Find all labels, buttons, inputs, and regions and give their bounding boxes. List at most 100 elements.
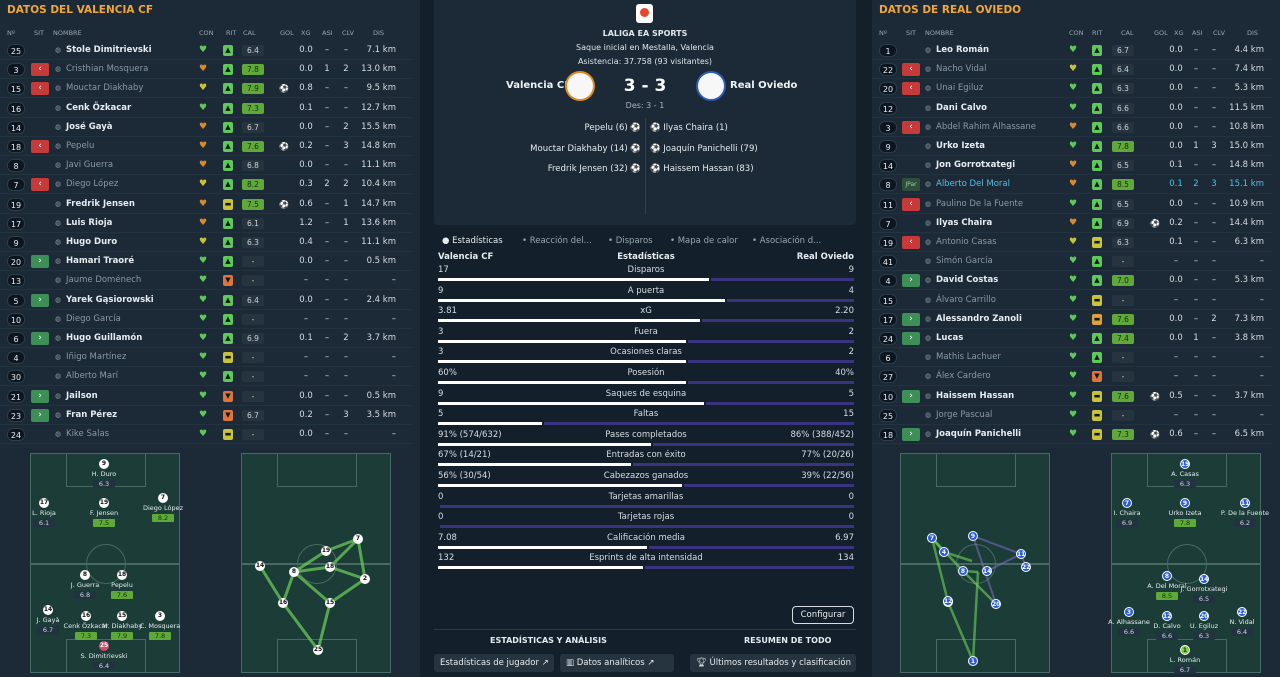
- player-row[interactable]: 21 › ◍ Jailson ♥ ▼ -0.0– –0.5 km: [0, 387, 412, 406]
- player-row[interactable]: 22 ‹ ◍ Nacho Vidal ♥ ▲ 6.4 0.0– –7.4 km: [872, 60, 1272, 80]
- formation-player-dot[interactable]: 19: [1180, 459, 1190, 469]
- formation-player-dot[interactable]: 18: [117, 570, 127, 580]
- player-name[interactable]: Yarek Gąsiorowski: [66, 294, 154, 305]
- player-name[interactable]: Antonio Casas: [936, 237, 997, 247]
- player-row[interactable]: 20 › ◍ Hamari Traoré ♥ ▲ -0.0– –0.5 km: [0, 252, 412, 272]
- formation-player-dot[interactable]: 1: [1180, 645, 1190, 655]
- column-header[interactable]: DIS: [1247, 29, 1259, 37]
- player-row[interactable]: 15 ◍ Álvaro Carrillo ♥ ▬ - – – – –: [872, 291, 1272, 310]
- formation-player-dot[interactable]: 19: [99, 498, 109, 508]
- player-name[interactable]: Jaume Doménech: [66, 275, 142, 286]
- player-row[interactable]: 6 › ◍ Hugo Guillamón ♥ ▲ 6.9 0.1 – 2 3.7 km: [0, 329, 412, 348]
- player-name[interactable]: Cenk Özkacar: [66, 102, 132, 113]
- formation-player-dot[interactable]: 8: [80, 570, 90, 580]
- stats-tab[interactable]: • Disparos: [608, 236, 653, 246]
- player-name[interactable]: Hugo Duro: [66, 237, 118, 247]
- player-row[interactable]: 18 › ◍ Joaquín Panichelli ♥ ▬ 7.3 ⚽ 0.6– –6.5 km: [872, 425, 1272, 444]
- player-row[interactable]: 18 ‹ ◍ Pepelu ♥ ▲ 7.6 ⚽ 0.2 – 3 14.8 km: [0, 137, 412, 156]
- formation-player-dot[interactable]: 14: [43, 605, 53, 615]
- formation-player-dot[interactable]: 7: [1122, 498, 1132, 508]
- column-header[interactable]: RIT: [226, 29, 237, 37]
- player-name[interactable]: Leo Román: [936, 45, 990, 55]
- player-row[interactable]: 16 ◍ Cenk Özkacar ♥ ▲ 7.3 0.1– –12.7 km: [0, 99, 412, 118]
- player-name[interactable]: Stole Dimitrievski: [66, 45, 152, 55]
- formation-player-dot[interactable]: 9: [1180, 498, 1190, 508]
- player-row[interactable]: 23 › ◍ Fran Pérez ♥ ▼ 6.7 0.2– 3 3.5 km: [0, 406, 412, 425]
- formation-player-dot[interactable]: 9: [99, 459, 109, 469]
- player-name[interactable]: Fran Pérez: [66, 409, 118, 420]
- column-header[interactable]: XG: [1174, 29, 1184, 37]
- player-name[interactable]: Pepelu: [66, 141, 95, 151]
- player-name[interactable]: Jorge Pascual: [936, 409, 993, 420]
- formation-player-dot[interactable]: 3: [155, 611, 165, 621]
- player-name[interactable]: Alberto Del Moral: [936, 179, 1010, 190]
- player-row[interactable]: 41 ◍ Simón García ♥ ▲ - – – – –: [872, 252, 1272, 272]
- player-name[interactable]: Álvaro Carrillo: [936, 294, 996, 305]
- column-header[interactable]: CAL: [1121, 29, 1134, 37]
- player-row[interactable]: 19 ◍ Fredrik Jensen ♥ ▬ 7.5 ⚽ 0.6– 1 14.7 km: [0, 195, 412, 214]
- player-name[interactable]: Lucas: [936, 333, 964, 343]
- player-name[interactable]: Dani Calvo: [936, 102, 987, 113]
- player-row[interactable]: 25 ◍ Jorge Pascual ♥ ▬ - – – – –: [872, 406, 1272, 425]
- player-name[interactable]: Mouctar Diakhaby: [66, 83, 144, 94]
- player-name[interactable]: Urko Izeta: [936, 141, 985, 151]
- column-header[interactable]: CLV: [342, 29, 354, 37]
- player-row[interactable]: 24 ◍ Kike Salas ♥ ▬ - 0.0 – – –: [0, 425, 412, 444]
- formation-player-dot[interactable]: 3: [1124, 607, 1134, 617]
- player-name[interactable]: Hugo Guillamón: [66, 333, 143, 343]
- player-name[interactable]: Jon Gorrotxategi: [936, 160, 1016, 171]
- player-row[interactable]: 15 ‹ ◍ Mouctar Diakhaby ♥ ▲ 7.9 ⚽ 0.8– –9.5 km: [0, 79, 412, 99]
- player-row[interactable]: 10 ◍ Diego García ♥ ▲ - – – – –: [0, 310, 412, 329]
- player-name[interactable]: Unai Egiluz: [936, 83, 984, 94]
- player-name[interactable]: Álex Cardero: [936, 371, 991, 382]
- player-name[interactable]: Iñigo Martínez: [66, 352, 127, 363]
- column-header[interactable]: DIS: [373, 29, 385, 37]
- player-name[interactable]: David Costas: [936, 275, 999, 286]
- away-team-crest-icon[interactable]: [696, 71, 726, 101]
- results-button[interactable]: 🏆︎ Últimos resultados y clasificación: [690, 654, 856, 672]
- column-header[interactable]: CAL: [243, 29, 256, 37]
- player-row[interactable]: 14 ◍ José Gayà ♥ ▲ 6.7 0.0– 2 15.5 km: [0, 118, 412, 137]
- player-row[interactable]: 25 ◍ Stole Dimitrievski ♥ ▲ 6.4 0.0 – – 7.1 km: [0, 41, 412, 60]
- configure-button[interactable]: Configurar: [792, 606, 854, 624]
- player-name[interactable]: José Gayà: [66, 121, 113, 132]
- player-name[interactable]: Jailson: [66, 390, 98, 401]
- player-row[interactable]: 11 ‹ ◍ Paulino De la Fuente ♥ ▲ 6.5 0.0– –10.9 k…: [872, 195, 1272, 214]
- column-header[interactable]: SIT: [906, 29, 917, 37]
- player-name[interactable]: Fredrik Jensen: [66, 198, 135, 209]
- column-header[interactable]: RIT: [1092, 29, 1103, 37]
- player-row[interactable]: 8 ◍ Javi Guerra ♥ ▲ 6.8 0.0– –11.1 km: [0, 156, 412, 176]
- column-header[interactable]: CLV: [1213, 29, 1225, 37]
- player-row[interactable]: 3 ‹ ◍ Abdel Rahim Alhassane ♥ ▲ 6.6 0.0– –10.8 k…: [872, 118, 1272, 137]
- column-header[interactable]: GOL: [1154, 29, 1168, 37]
- stats-tab[interactable]: • Asociación d...: [752, 236, 822, 246]
- analytics-button[interactable]: ▥ Datos analíticos ↗: [560, 654, 674, 672]
- player-stats-button[interactable]: Estadísticas de jugador ↗: [434, 654, 554, 672]
- player-name[interactable]: Joaquín Panichelli: [936, 429, 1022, 439]
- stats-tab[interactable]: ● Estadísticas: [442, 236, 503, 246]
- player-row[interactable]: 5 › ◍ Yarek Gąsiorowski ♥ ▲ 6.4 0.0– –2.4 km: [0, 291, 412, 310]
- player-name[interactable]: Diego García: [66, 313, 121, 324]
- player-name[interactable]: Nacho Vidal: [936, 64, 987, 75]
- formation-player-dot[interactable]: 22: [1237, 607, 1247, 617]
- player-row[interactable]: 7 ◍ Ilyas Chaira ♥ ▲ 6.9 ⚽ 0.2– –14.4 km: [872, 214, 1272, 233]
- formation-player-dot[interactable]: 12: [1162, 611, 1172, 621]
- formation-player-dot[interactable]: 15: [117, 611, 127, 621]
- player-row[interactable]: 19 ‹ ◍ Antonio Casas ♥ ▬ 6.3 0.1– –6.3 km: [872, 233, 1272, 252]
- player-row[interactable]: 3 ‹ ◍ Cristhian Mosquera ♥ ▲ 7.8 0.0 1 2 13.0 km: [0, 60, 412, 80]
- player-name[interactable]: Kike Salas: [66, 429, 110, 439]
- column-header[interactable]: NOMBRE: [925, 29, 954, 37]
- formation-player-dot[interactable]: 7: [158, 493, 168, 503]
- column-header[interactable]: Nº: [7, 29, 15, 37]
- formation-player-dot[interactable]: 25: [99, 641, 109, 651]
- stats-tab[interactable]: • Mapa de calor: [670, 236, 738, 246]
- player-row[interactable]: 9 ◍ Hugo Duro ♥ ▲ 6.3 0.4 – – 11.1 km: [0, 233, 412, 252]
- column-header[interactable]: Nº: [879, 29, 887, 37]
- column-header[interactable]: GOL: [280, 29, 294, 37]
- player-row[interactable]: 17 › ◍ Alessandro Zanoli ♥ ▬ 7.6 0.0– 2 7.3 km: [872, 310, 1272, 329]
- player-row[interactable]: 27 ◍ Álex Cardero ♥ ▼ - – – – –: [872, 367, 1272, 387]
- player-name[interactable]: Haissem Hassan: [936, 390, 1015, 401]
- player-row[interactable]: 10 › ◍ Haissem Hassan ♥ ▬ 7.6 ⚽ 0.5– –3.7 km: [872, 387, 1272, 406]
- player-row[interactable]: 14 ◍ Jon Gorrotxategi ♥ ▲ 6.5 0.1– –14.8 km: [872, 156, 1272, 176]
- player-row[interactable]: 24 › ◍ Lucas ♥ ▲ 7.4 0.0 1 – 3.8 km: [872, 329, 1272, 348]
